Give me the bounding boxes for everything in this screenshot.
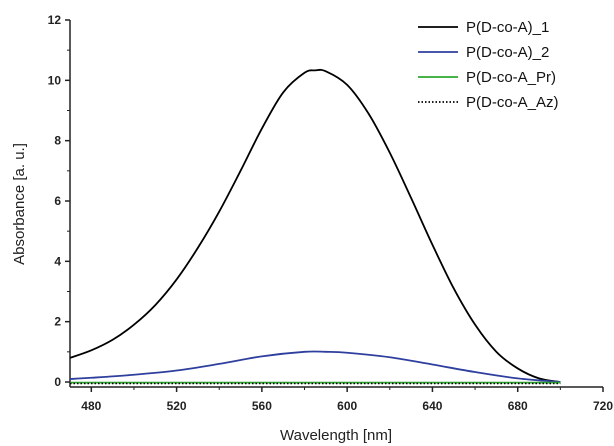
series-line-p-d-co-a-2 xyxy=(69,350,561,383)
x-tick-label: 600 xyxy=(337,399,357,413)
legend-label-p-d-co-a-1: P(D-co-A)_1 xyxy=(466,19,549,36)
legend-label-p-d-co-a-pr: P(D-co-A_Pr) xyxy=(466,69,556,86)
y-axis-ticks: 0 2 4 6 8 10 12 xyxy=(48,13,70,389)
y-tick-label: 8 xyxy=(54,134,61,148)
legend-label-p-d-co-a-az: P(D-co-A_Az) xyxy=(466,94,559,111)
x-tick-label: 560 xyxy=(252,399,272,413)
legend-label-p-d-co-a-2: P(D-co-A)_2 xyxy=(466,44,549,61)
x-axis-ticks: 480 520 560 600 640 680 720 xyxy=(81,387,613,413)
plot-area: 0 2 4 6 8 10 12 480 520 560 600 640 680 720 xyxy=(48,13,614,413)
y-tick-label: 12 xyxy=(48,13,62,27)
series-layer xyxy=(69,68,561,385)
y-axis-title: Absorbance [a. u.] xyxy=(11,143,28,265)
y-tick-label: 0 xyxy=(54,375,61,389)
x-tick-label: 520 xyxy=(167,399,187,413)
x-axis-title: Wavelength [nm] xyxy=(280,427,392,444)
y-tick-label: 10 xyxy=(48,73,62,87)
x-tick-label: 480 xyxy=(81,399,101,413)
x-tick-label: 640 xyxy=(422,399,442,413)
y-tick-label: 6 xyxy=(54,194,61,208)
x-tick-label: 680 xyxy=(508,399,528,413)
legend: P(D-co-A)_1 P(D-co-A)_2 P(D-co-A_Pr) P(D-co… xyxy=(418,19,559,111)
x-tick-label: 720 xyxy=(593,399,613,413)
y-tick-label: 4 xyxy=(54,254,61,268)
series-line-p-d-co-a-1 xyxy=(69,68,561,383)
y-tick-label: 2 xyxy=(54,315,61,329)
